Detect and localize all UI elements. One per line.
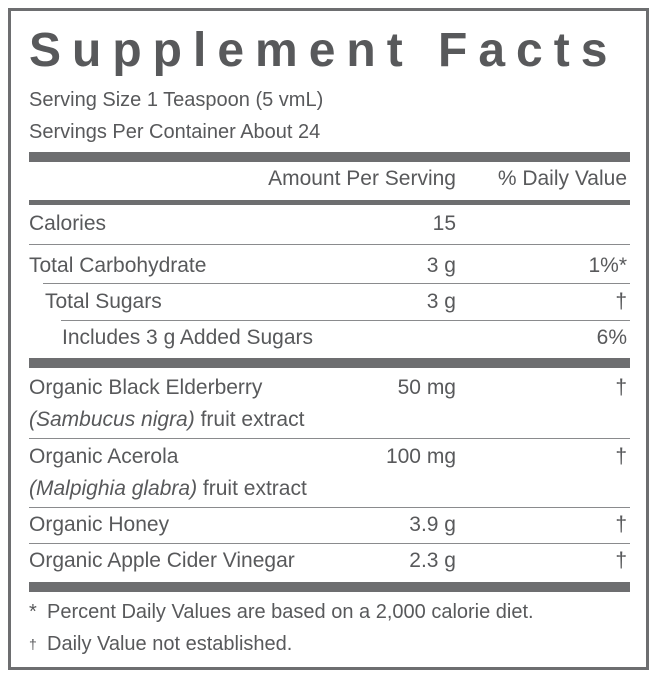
row-label-honey: Organic Honey — [29, 513, 170, 536]
row-label-acerola: Organic Acerola — [29, 445, 179, 468]
panel-title: Supplement Facts — [29, 24, 619, 77]
thick-rule-middle — [29, 358, 630, 368]
footnote-text: Percent Daily Values are based on a 2,00… — [47, 601, 534, 623]
row-divider — [61, 320, 630, 321]
row-label-total-sugars: Total Sugars — [45, 290, 162, 313]
row-label-added-sugars: Includes 3 g Added Sugars — [62, 326, 314, 349]
row-dv-added-sugars: 6% — [596, 326, 627, 349]
latin-name-elderberry: (Sambucus nigra) — [29, 408, 195, 431]
row-label-apple-cider-vinegar: Organic Apple Cider Vinegar — [29, 549, 295, 572]
supplement-facts-panel: Supplement Facts Serving Size 1 Teaspoon… — [8, 8, 649, 670]
footnote-daily-value-not-established: † Daily Value not established. — [29, 630, 292, 658]
thick-rule-bottom — [29, 582, 630, 592]
row-dv-apple-cider-vinegar: † — [615, 549, 627, 572]
extract-label: fruit extract — [194, 408, 305, 431]
row-divider — [29, 244, 630, 245]
extract-label: fruit extract — [197, 477, 307, 500]
row-label-elderberry: Organic Black Elderberry — [29, 376, 263, 399]
row-sublabel-acerola: (Malpighia glabra) fruit extract — [29, 475, 307, 503]
row-dv-honey: † — [615, 513, 627, 536]
row-amount-elderberry: 50 mg — [397, 376, 456, 399]
row-dv-acerola: † — [615, 445, 627, 468]
row-amount-total-sugars: 3 g — [426, 290, 456, 313]
footnote-symbol-dagger: † — [29, 636, 37, 652]
footnote-text: Daily Value not established. — [47, 633, 293, 655]
row-label-calories: Calories — [29, 212, 107, 235]
latin-name-acerola: (Malpighia glabra) — [29, 477, 198, 500]
row-amount-honey: 3.9 g — [409, 513, 456, 536]
footnote-symbol-asterisk: * — [29, 601, 37, 623]
row-dv-total-carbohydrate: 1%* — [588, 254, 627, 277]
row-divider — [29, 507, 630, 508]
row-amount-apple-cider-vinegar: 2.3 g — [409, 549, 456, 572]
servings-per-container: Servings Per Container About 24 — [29, 121, 321, 143]
row-sublabel-elderberry: (Sambucus nigra) fruit extract — [29, 406, 304, 434]
thick-rule-top — [29, 152, 630, 162]
header-amount: Amount Per Serving — [268, 167, 456, 190]
medium-rule — [29, 200, 630, 205]
row-divider — [29, 438, 630, 439]
row-label-total-carbohydrate: Total Carbohydrate — [29, 254, 207, 277]
serving-size: Serving Size 1 Teaspoon (5 vmL) — [29, 89, 324, 111]
header-daily-value: % Daily Value — [497, 167, 627, 190]
row-amount-acerola: 100 mg — [385, 445, 456, 468]
row-amount-total-carbohydrate: 3 g — [426, 254, 456, 277]
row-dv-elderberry: † — [615, 376, 627, 399]
row-amount-calories: 15 — [432, 212, 456, 235]
row-divider — [29, 543, 630, 544]
row-dv-total-sugars: † — [615, 290, 627, 313]
footnote-percent-daily-values: * Percent Daily Values are based on a 2,0… — [29, 598, 534, 626]
row-divider — [43, 283, 630, 284]
